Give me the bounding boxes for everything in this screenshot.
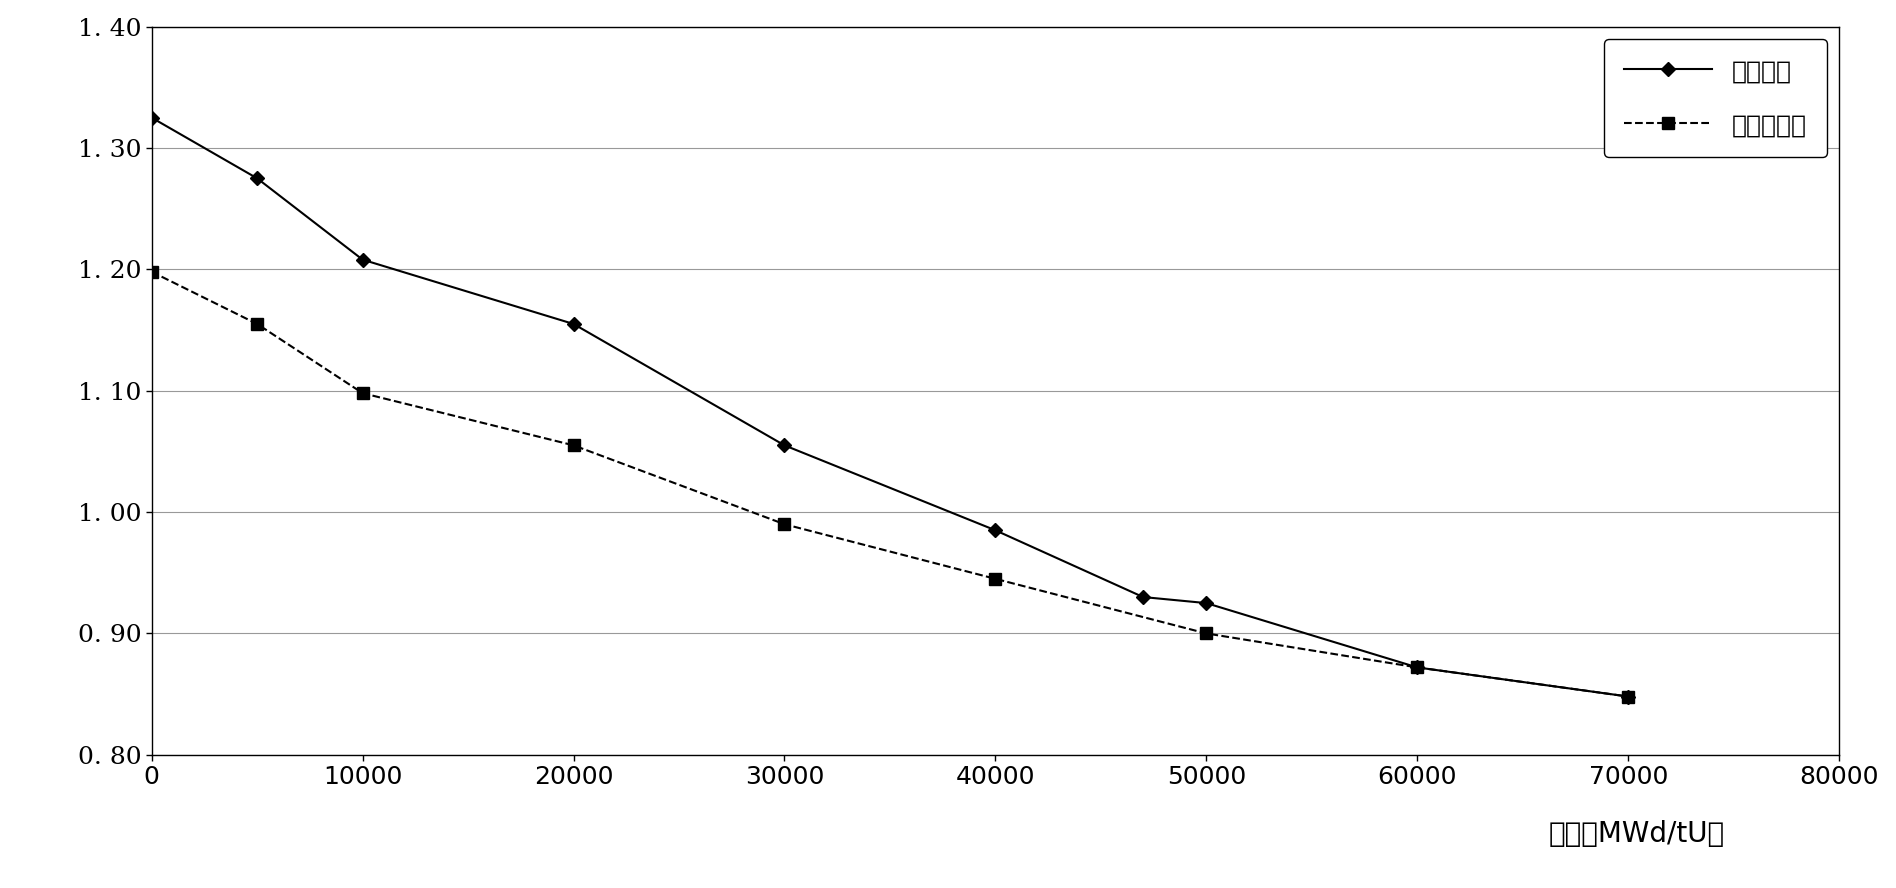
全铀芯块 (1132, 591, 1155, 602)
X-axis label: 燃耗（MWd/tU）: 燃耗（MWd/tU） (1549, 821, 1725, 848)
全铀芯块 (984, 525, 1007, 535)
内外圈加錆 (774, 519, 796, 529)
全铀芯块 (1405, 662, 1430, 673)
内外圈加錆 (1194, 628, 1217, 638)
内外圈加錆 (1405, 662, 1430, 673)
全铀芯块 (351, 254, 374, 265)
全铀芯块 (1617, 691, 1640, 702)
全铀芯块 (561, 319, 584, 329)
内外圈加錆 (351, 388, 374, 399)
全铀芯块 (774, 440, 796, 450)
全铀芯块 (1194, 598, 1217, 608)
内外圈加錆 (561, 440, 584, 450)
Line: 内外圈加錆: 内外圈加錆 (146, 266, 1634, 702)
内外圈加錆 (246, 319, 269, 329)
内外圈加錆 (984, 574, 1007, 584)
全铀芯块 (140, 113, 163, 123)
Line: 全铀芯块: 全铀芯块 (146, 113, 1632, 702)
全铀芯块 (246, 173, 269, 184)
内外圈加錆 (140, 266, 163, 277)
Legend: 全铀芯块, 内外圈加錆: 全铀芯块, 内外圈加錆 (1604, 39, 1826, 157)
内外圈加錆 (1617, 691, 1640, 702)
